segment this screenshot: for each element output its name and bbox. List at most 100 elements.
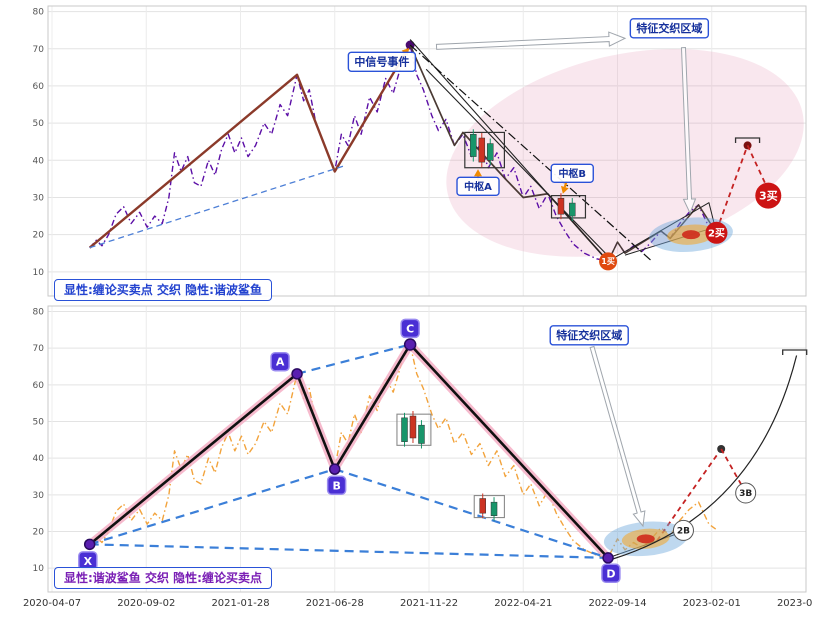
pivot-dot xyxy=(329,463,341,475)
buy3-alt-marker xyxy=(735,482,757,504)
buy2-marker-text: 2买 xyxy=(708,227,725,239)
y-axis-tick-label: 40 xyxy=(33,454,45,464)
buy3-alt-marker-text: 3B xyxy=(739,489,752,499)
pivot-b-box xyxy=(550,195,587,219)
bd-dashed-line xyxy=(334,468,609,559)
panel1-legend: 显性:缠论买卖点 交织 隐性:谐波鲨鱼 xyxy=(54,279,272,301)
y-axis-tick-label: 10 xyxy=(33,268,45,278)
support-dashed-line xyxy=(89,165,345,249)
signal-event-tag-text: 中信号事件 xyxy=(354,55,409,69)
y-axis-tick-label: 70 xyxy=(33,344,45,354)
x-axis-date-label: 2023-02-01 xyxy=(683,598,741,609)
zone-pointer-arrow xyxy=(589,345,646,528)
candle-body xyxy=(557,197,565,215)
x-axis-date-label: 2021-01-28 xyxy=(211,598,269,609)
y-axis-tick-label: 50 xyxy=(33,119,45,129)
zone-pointer-arrow xyxy=(680,47,697,215)
point-d-badge-text: D xyxy=(606,567,615,580)
harmonic-panel-chart: 10 20 30 40 50 60 70 80 特征交织区域 X A B C D 2B 3B 2020-04-0… xyxy=(23,305,813,609)
pivot-dot xyxy=(403,338,417,351)
x-axis-date-label: 2022-04-21 xyxy=(494,598,552,609)
y-axis-tick-label: 70 xyxy=(33,45,45,55)
target-core-ellipse xyxy=(682,230,701,240)
y-axis-tick-label: 10 xyxy=(33,564,45,574)
buy2-marker xyxy=(705,221,728,244)
down-trendline-lower xyxy=(425,68,612,260)
interweave-zone-ellipse xyxy=(446,48,804,257)
projection-top-cap xyxy=(782,349,808,355)
x-axis-date-label: 2023-05-15 xyxy=(777,598,813,609)
pivot-a-tag xyxy=(456,176,500,197)
forecast-top-cap xyxy=(734,137,761,143)
candle-cluster-1-box xyxy=(396,413,432,446)
point-a-badge-text: A xyxy=(276,356,285,369)
y-axis-tick-label: 20 xyxy=(33,231,45,241)
point-b-badge xyxy=(326,475,347,496)
buy1-marker-text: 1买 xyxy=(601,257,615,266)
y-axis-tick-label: 20 xyxy=(33,528,45,538)
point-a-badge xyxy=(270,351,290,372)
pivot-dot xyxy=(291,368,303,380)
candle-body xyxy=(490,501,498,516)
buy2-alt-marker-text: 2B xyxy=(677,527,690,537)
x-axis-date-label: 2020-09-02 xyxy=(117,598,175,609)
y-axis-tick-label: 80 xyxy=(33,308,45,318)
candle-body xyxy=(401,417,408,442)
small-arrow-head xyxy=(561,185,569,194)
buy2-alt-marker xyxy=(672,519,694,541)
point-c-badge-text: C xyxy=(406,322,414,335)
y-axis-tick-label: 50 xyxy=(33,418,45,428)
xb-dashed-line xyxy=(89,468,336,546)
pivot-dot xyxy=(602,552,614,564)
candle-cluster-2-box xyxy=(473,495,505,519)
pivot-a-box xyxy=(464,131,506,169)
forecast-rise-dashed xyxy=(656,448,722,542)
flow-right-arrow xyxy=(435,31,627,50)
candle-body xyxy=(418,424,425,444)
buy3-marker xyxy=(755,182,782,209)
point-x-badge-text: X xyxy=(84,555,93,568)
panel2-legend: 显性:谐波鲨鱼 交织 隐性:缠论买卖点 xyxy=(54,567,272,589)
x-axis-date-label: 2021-11-22 xyxy=(400,598,458,609)
y-axis-tick-label: 30 xyxy=(33,193,45,203)
candle-body xyxy=(487,143,494,161)
signal-event-tag xyxy=(347,51,417,72)
y-axis-tick-label: 60 xyxy=(33,82,45,92)
x-axis-date-label: 2020-04-07 xyxy=(23,598,81,609)
y-axis-tick-label: 40 xyxy=(33,156,45,166)
xd-dashed-line xyxy=(89,543,609,559)
small-arrow-head xyxy=(474,169,483,177)
x-axis-date-label: 2021-06-28 xyxy=(306,598,364,609)
buy1-marker xyxy=(599,252,618,271)
candle-body xyxy=(479,498,486,514)
pivot-b-tag-text: 中枢B xyxy=(558,167,586,180)
interweave-zone-tag-text: 特征交织区域 xyxy=(556,328,622,342)
candle-body xyxy=(409,415,417,439)
point-d-badge xyxy=(601,563,621,584)
candle-body xyxy=(478,137,486,163)
interweave-zone-tag-text: 特征交织区域 xyxy=(636,21,702,35)
pivot-a-tag-text: 中枢A xyxy=(464,180,492,193)
pivot-b-tag xyxy=(550,163,594,184)
down-dashdot-line xyxy=(409,44,651,261)
forecast-fall-dashed xyxy=(720,448,744,488)
grid: 10 20 30 40 50 60 70 80 xyxy=(33,5,807,297)
candle-body xyxy=(470,134,477,157)
interweave-zone-tag xyxy=(629,18,710,39)
candle-body xyxy=(569,202,576,217)
y-axis-tick-label: 80 xyxy=(33,8,45,18)
target-core-ellipse xyxy=(636,534,655,544)
point-c-badge xyxy=(400,318,420,339)
forecast-fall-dashed xyxy=(746,145,770,191)
harmonic-legs-glow xyxy=(85,340,613,562)
down-trendline-upper xyxy=(409,39,609,262)
buy3-marker-text: 3买 xyxy=(759,189,778,202)
x-axis-date-label: 2022-09-14 xyxy=(588,598,646,609)
pivot-dot xyxy=(83,538,96,551)
forecast-rise-dashed xyxy=(715,145,749,232)
projection-arc xyxy=(612,355,798,560)
y-axis-tick-label: 30 xyxy=(33,491,45,501)
ac-dashed-line xyxy=(296,343,411,375)
